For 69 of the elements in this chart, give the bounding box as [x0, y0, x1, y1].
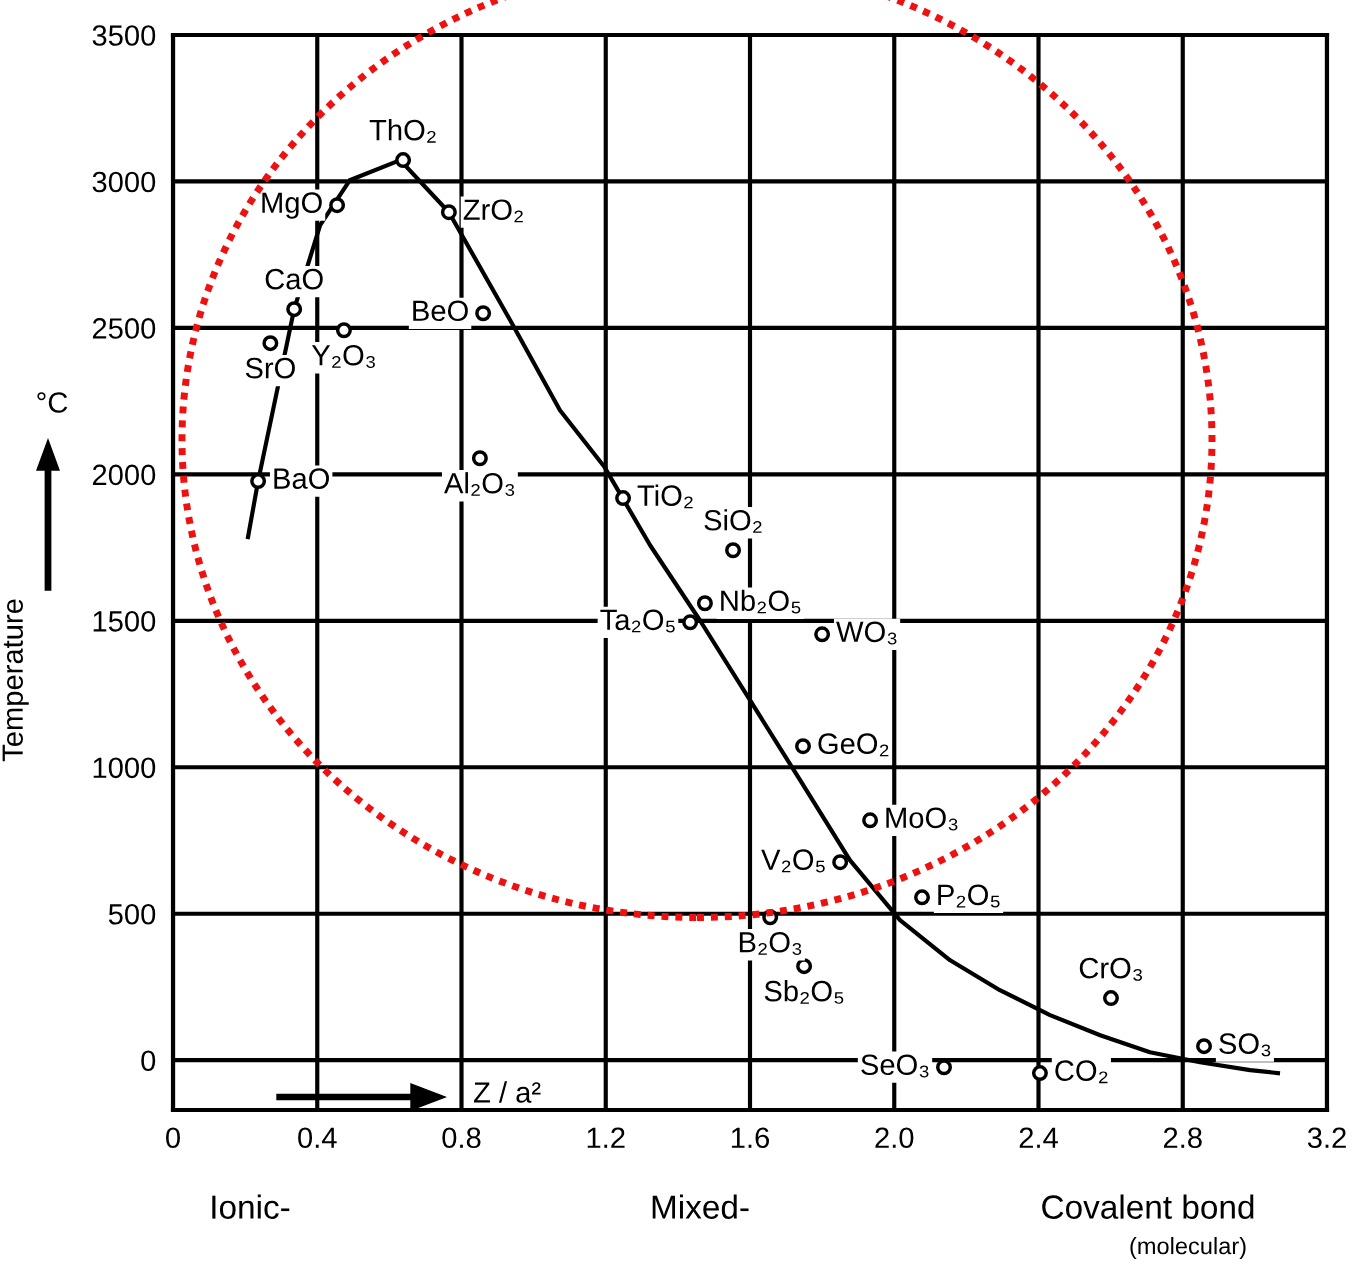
x-tick-label: 0 — [166, 1127, 180, 1149]
data-label: CO₂ — [1055, 1060, 1108, 1084]
data-label: SO₃ — [1219, 1033, 1271, 1057]
data-label: Y₂O₃ — [311, 344, 375, 368]
y-tick-label: 0 — [141, 1050, 156, 1072]
data-label: SrO — [245, 357, 295, 379]
y-tick-label: 3000 — [92, 171, 156, 193]
data-label: MoO₃ — [886, 807, 958, 831]
text: Covalent bond — [1042, 1194, 1254, 1219]
y-axis-title: Temperature — [2, 599, 29, 762]
data-label: ThO₂ — [369, 119, 436, 143]
point — [795, 738, 811, 755]
data-label: BaO — [274, 468, 329, 489]
data-label: B₂O₃ — [739, 931, 802, 955]
data-label: CaO — [265, 268, 323, 290]
data-label: MgO — [262, 192, 322, 219]
point — [914, 889, 931, 906]
data-label: V₂O₅ — [761, 849, 825, 873]
data-label: Ta₂O₅ — [600, 609, 675, 633]
data-label: Sb₂O₅ — [764, 980, 844, 1004]
text: °C — [37, 392, 68, 413]
y-tick-label: 2500 — [92, 318, 156, 339]
text: (molecular) — [1130, 1236, 1246, 1259]
point — [440, 204, 457, 221]
data-label: CrO₃ — [1079, 957, 1142, 981]
data-label: SiO₂ — [704, 509, 762, 533]
point — [1103, 990, 1119, 1007]
x-tick-label: 2.8 — [1163, 1127, 1202, 1149]
point — [475, 305, 492, 322]
data-label: BeO — [413, 300, 468, 322]
x-tick-label: 2.4 — [1019, 1127, 1058, 1148]
point — [286, 301, 303, 318]
data-label: P₂O₅ — [938, 884, 1000, 908]
point — [329, 197, 346, 214]
x-tick-label: 1.6 — [731, 1127, 769, 1149]
data-label: WO₃ — [836, 621, 897, 645]
x-tick-label: 1.2 — [587, 1127, 625, 1148]
data-label: TiO₂ — [637, 484, 693, 509]
data-label: Nb₂O₅ — [721, 589, 801, 614]
point — [471, 450, 488, 467]
point — [682, 614, 699, 631]
y-tick-label: 500 — [108, 903, 156, 925]
point — [335, 322, 352, 339]
point — [395, 152, 412, 169]
point — [814, 626, 831, 643]
data-label: ZrO₂ — [463, 199, 523, 223]
x-tick-label: 2.0 — [875, 1127, 914, 1149]
x-axis-title: Z / a² — [473, 1081, 541, 1103]
point — [862, 812, 879, 829]
y-tick-label: 1000 — [93, 757, 156, 779]
point — [1196, 1038, 1213, 1055]
y-tick-label: 3500 — [92, 25, 156, 46]
data-label: SeO₃ — [861, 1054, 929, 1078]
text: Mixed- — [652, 1194, 749, 1219]
x-tick-label: 3.2 — [1307, 1127, 1346, 1149]
point — [615, 490, 632, 507]
point — [696, 595, 713, 612]
point — [1031, 1065, 1048, 1082]
point — [262, 335, 279, 352]
x-tick-label: 0.4 — [298, 1127, 337, 1149]
y-tick-label: 1500 — [93, 611, 156, 632]
point — [796, 958, 813, 975]
text: Ionic- — [212, 1194, 290, 1219]
point — [832, 854, 849, 871]
data-label: Al₂O₃ — [444, 472, 515, 496]
x-tick-label: 0.8 — [442, 1127, 481, 1149]
y-tick-label: 2000 — [92, 464, 156, 486]
data-label: GeO₂ — [818, 733, 889, 757]
point — [725, 542, 742, 559]
